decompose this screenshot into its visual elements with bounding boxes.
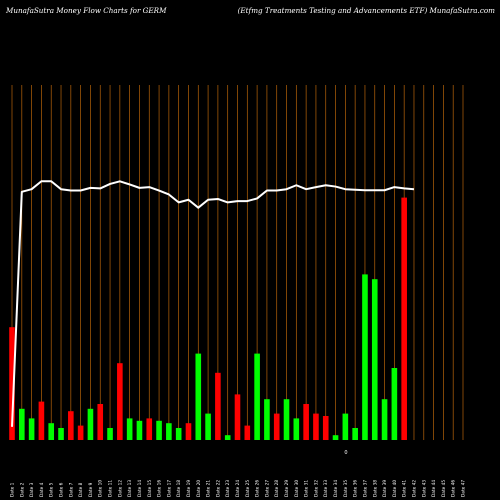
money-flow-bar xyxy=(77,425,84,440)
x-tick-label: Date 17 xyxy=(166,480,172,497)
x-tick-label: Date 3 xyxy=(29,482,35,497)
x-tick-label: Date 47 xyxy=(461,480,467,497)
x-tick-label: Date 45 xyxy=(441,480,447,497)
money-flow-bar xyxy=(195,353,202,440)
x-tick-label: Date 15 xyxy=(147,480,153,497)
money-flow-bar xyxy=(352,428,358,440)
x-tick-label: Date 14 xyxy=(137,480,143,497)
money-flow-bar xyxy=(87,408,94,440)
x-tick-labels: Date 1 Date 2 Date 3 Date 4 Date 5 Date 6 Date… xyxy=(10,480,467,497)
money-flow-bar xyxy=(215,372,221,440)
x-tick-label: Date 13 xyxy=(127,480,133,497)
x-tick-label: Date 6 xyxy=(59,482,65,497)
price-line xyxy=(11,180,415,427)
x-tick-label: Date 46 xyxy=(451,480,457,497)
x-tick-label: Date 38 xyxy=(372,480,378,497)
money-flow-bar xyxy=(322,416,329,440)
money-flow-bar xyxy=(283,399,290,440)
x-tick-label: Date 35 xyxy=(343,480,349,497)
money-flow-bar xyxy=(401,197,407,440)
x-tick-label: Date 40 xyxy=(392,480,398,497)
money-flow-bars xyxy=(9,197,407,440)
money-flow-bar xyxy=(293,418,300,440)
money-flow-bar xyxy=(156,420,162,440)
x-tick-label: Date 29 xyxy=(284,480,290,497)
chart-title: MunafaSutra Money Flow Charts for GERM xyxy=(5,6,167,15)
money-flow-bar xyxy=(68,411,74,440)
money-flow-bar xyxy=(381,399,388,440)
zero-axis-label: 0 xyxy=(344,450,347,456)
money-flow-bar xyxy=(48,423,55,440)
money-flow-bar xyxy=(244,425,251,440)
money-flow-bar xyxy=(332,435,339,440)
x-tick-label: Date 34 xyxy=(333,480,339,497)
x-tick-label: Date 42 xyxy=(411,480,417,497)
x-tick-label: Date 8 xyxy=(78,482,84,497)
money-flow-bar xyxy=(38,401,45,440)
x-tick-label: Date 31 xyxy=(304,480,310,497)
money-flow-bar xyxy=(146,418,153,440)
chart-subtitle: (Etfmg Treatments Testing and Advancemen… xyxy=(238,6,496,15)
x-tick-label: Date 19 xyxy=(186,480,192,497)
money-flow-bar xyxy=(117,363,123,440)
money-flow-bar xyxy=(273,413,280,440)
x-tick-label: Date 36 xyxy=(353,480,359,497)
money-flow-bar xyxy=(234,394,241,440)
money-flow-bar xyxy=(391,368,398,440)
x-tick-label: Date 26 xyxy=(255,480,261,497)
money-flow-bar xyxy=(371,279,378,440)
x-tick-label: Date 43 xyxy=(421,480,427,497)
money-flow-bar xyxy=(28,418,35,440)
x-tick-label: Date 22 xyxy=(215,480,221,497)
money-flow-bar xyxy=(313,413,319,440)
x-tick-label: Date 44 xyxy=(431,480,437,497)
x-tick-label: Date 30 xyxy=(294,480,300,497)
money-flow-bar xyxy=(264,399,270,440)
x-tick-label: Date 12 xyxy=(117,480,123,497)
x-tick-label: Date 32 xyxy=(313,480,319,497)
money-flow-bar xyxy=(126,418,133,440)
x-tick-label: Date 21 xyxy=(206,480,212,497)
money-flow-bar xyxy=(58,428,64,440)
x-tick-label: Date 33 xyxy=(323,480,329,497)
money-flow-bar xyxy=(185,423,192,440)
x-tick-label: Date 7 xyxy=(68,482,74,497)
x-tick-label: Date 16 xyxy=(157,480,163,497)
money-flow-bar xyxy=(342,413,349,440)
money-flow-bar xyxy=(107,428,113,440)
x-tick-label: Date 41 xyxy=(402,480,408,497)
x-tick-label: Date 28 xyxy=(274,480,280,497)
money-flow-bar xyxy=(224,435,231,440)
money-flow-bar xyxy=(362,274,368,440)
money-flow-bar xyxy=(19,408,25,440)
x-tick-label: Date 10 xyxy=(98,480,104,497)
x-tick-label: Date 39 xyxy=(382,480,388,497)
money-flow-bar xyxy=(303,404,309,440)
x-tick-label: Date 20 xyxy=(196,480,202,497)
money-flow-bar xyxy=(254,353,260,440)
x-tick-label: Date 11 xyxy=(108,480,114,497)
x-tick-label: Date 23 xyxy=(225,480,231,497)
x-tick-label: Date 24 xyxy=(235,480,241,497)
x-tick-label: Date 18 xyxy=(176,480,182,497)
x-tick-label: Date 4 xyxy=(39,482,45,497)
money-flow-bar xyxy=(205,413,211,440)
money-flow-bar xyxy=(97,404,104,440)
x-tick-label: Date 25 xyxy=(245,480,251,497)
x-tick-label: Date 5 xyxy=(49,482,55,497)
x-tick-label: Date 27 xyxy=(264,480,270,497)
money-flow-bar xyxy=(175,428,182,440)
money-flow-bar xyxy=(166,423,172,440)
x-tick-label: Date 9 xyxy=(88,482,94,497)
money-flow-bar xyxy=(136,420,143,440)
x-tick-label: Date 1 xyxy=(10,482,16,497)
x-tick-label: Date 37 xyxy=(362,480,368,497)
money-flow-bar xyxy=(9,327,15,440)
x-tick-label: Date 2 xyxy=(19,482,25,497)
price-line-group xyxy=(11,180,415,427)
